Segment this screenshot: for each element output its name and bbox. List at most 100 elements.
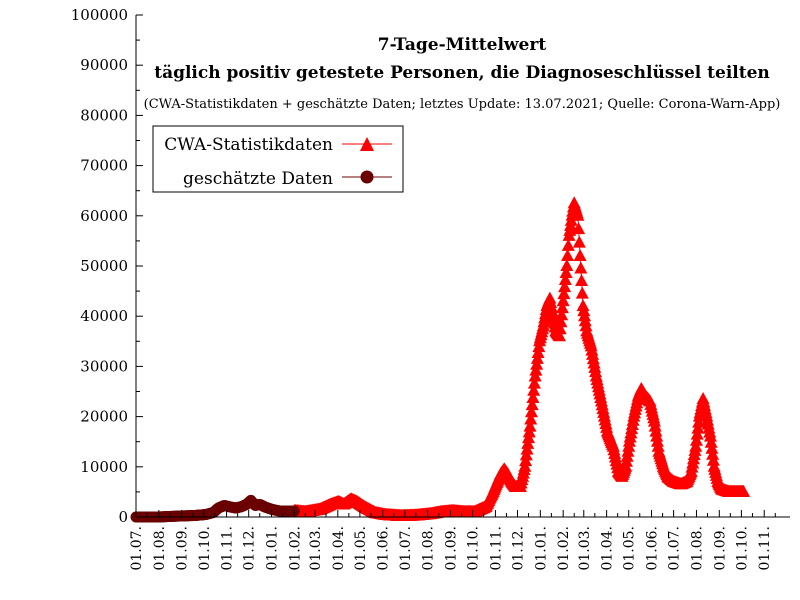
data-point-triangle bbox=[737, 484, 751, 497]
x-tick-label: 01.04. bbox=[331, 526, 347, 571]
data-point-triangle bbox=[526, 390, 540, 403]
x-tick-label: 01.12. bbox=[242, 526, 258, 571]
x-tick-label: 01.08. bbox=[421, 526, 437, 571]
data-point-triangle bbox=[689, 439, 703, 452]
x-tick-label: 01.11. bbox=[488, 526, 504, 571]
data-point-triangle bbox=[650, 429, 664, 442]
x-tick-label: 01.03. bbox=[308, 526, 324, 571]
y-tick-label: 100000 bbox=[71, 6, 128, 24]
legend: CWA-Statistikdaten geschätzte Daten bbox=[152, 125, 404, 193]
x-tick-label: 01.07. bbox=[667, 526, 683, 571]
data-point-triangle bbox=[572, 235, 586, 248]
legend-circle-icon bbox=[360, 170, 374, 184]
data-point-triangle bbox=[574, 261, 588, 274]
data-point-triangle bbox=[690, 427, 704, 440]
data-point-triangle bbox=[578, 309, 592, 322]
chart-title: 7-Tage-Mittelwert bbox=[378, 35, 547, 55]
x-tick-label: 01.10. bbox=[197, 526, 213, 571]
legend-label-estimated: geschätzte Daten bbox=[183, 169, 333, 189]
data-point-triangle bbox=[703, 429, 717, 442]
data-point-triangle bbox=[649, 424, 663, 437]
data-point-triangle bbox=[572, 222, 586, 235]
data-point-triangle bbox=[571, 208, 585, 221]
data-point-triangle bbox=[524, 405, 538, 418]
y-tick-label: 20000 bbox=[80, 408, 128, 426]
data-point-triangle bbox=[575, 274, 589, 287]
legend-box bbox=[152, 125, 404, 193]
legend-label-cwa: CWA-Statistikdaten bbox=[164, 135, 333, 155]
x-tick-label: 01.11. bbox=[757, 526, 773, 571]
y-tick-label: 0 bbox=[118, 508, 128, 526]
x-tick-label: 01.01. bbox=[533, 526, 549, 571]
data-point-triangle bbox=[704, 435, 718, 448]
x-tick-label: 01.07. bbox=[398, 526, 414, 571]
x-tick-label: 01.02. bbox=[556, 526, 572, 571]
data-point-triangle bbox=[706, 453, 720, 466]
plot-background bbox=[136, 15, 790, 517]
data-point-triangle bbox=[558, 273, 572, 286]
x-tick-label: 01.03. bbox=[577, 526, 593, 571]
data-point-triangle bbox=[689, 433, 703, 446]
x-tick-label: 01.02. bbox=[287, 526, 303, 571]
data-point-triangle bbox=[560, 259, 574, 271]
data-point-triangle bbox=[647, 414, 661, 427]
data-point-triangle bbox=[527, 383, 541, 396]
data-point-triangle bbox=[561, 238, 575, 251]
x-tick-label: 01.04. bbox=[600, 526, 616, 571]
data-point-triangle bbox=[705, 441, 719, 454]
data-point-triangle bbox=[553, 322, 567, 335]
data-point-triangle bbox=[557, 287, 571, 300]
data-point-triangle bbox=[650, 434, 664, 447]
x-tick-label: 01.06. bbox=[376, 526, 392, 571]
x-tick-label: 01.09. bbox=[175, 526, 191, 571]
data-point-triangle bbox=[552, 329, 566, 342]
x-tick-label: 01.01. bbox=[265, 526, 281, 571]
x-tick-label: 01.07. bbox=[129, 526, 145, 571]
y-tick-label: 60000 bbox=[80, 207, 128, 225]
data-point-triangle bbox=[556, 294, 570, 307]
x-tick-label: 01.08. bbox=[689, 526, 705, 571]
data-point-triangle bbox=[651, 439, 665, 452]
data-point-triangle bbox=[558, 280, 572, 293]
x-tick-label: 01.09. bbox=[712, 526, 728, 571]
data-point-triangle bbox=[648, 419, 662, 432]
y-tick-label: 50000 bbox=[80, 257, 128, 275]
x-tick-label: 01.10. bbox=[466, 526, 482, 571]
x-tick-label: 01.06. bbox=[645, 526, 661, 571]
data-point-triangle bbox=[525, 398, 539, 411]
series-estimated bbox=[130, 494, 300, 523]
data-point-triangle bbox=[555, 308, 569, 321]
data-point-triangle bbox=[579, 319, 593, 332]
y-tick-label: 40000 bbox=[80, 307, 128, 325]
x-tick-label: 01.11. bbox=[220, 526, 236, 571]
x-tick-label: 01.08. bbox=[152, 526, 168, 571]
plot-area bbox=[136, 15, 790, 517]
y-tick-label: 10000 bbox=[80, 458, 128, 476]
data-point-triangle bbox=[527, 376, 541, 389]
y-tick-label: 90000 bbox=[80, 56, 128, 74]
x-tick-label: 01.05. bbox=[353, 526, 369, 571]
x-tick-label: 01.09. bbox=[443, 526, 459, 571]
chart-caption: (CWA-Statistikdaten + geschätzte Daten; … bbox=[144, 97, 781, 112]
axes-layer: 0 10000 20000 30000 40000 50000 60000 70000 8000… bbox=[71, 6, 790, 571]
data-point-triangle bbox=[578, 314, 592, 327]
data-point-triangle bbox=[691, 421, 705, 434]
data-point-triangle bbox=[575, 286, 589, 299]
x-tick-label: 01.12. bbox=[511, 526, 527, 571]
chart-subtitle: täglich positiv getestete Personen, die … bbox=[154, 63, 770, 83]
x-tick-label: 01.10. bbox=[734, 526, 750, 571]
y-tick-label: 30000 bbox=[80, 357, 128, 375]
data-point-triangle bbox=[561, 248, 575, 261]
x-tick-label: 01.05. bbox=[622, 526, 638, 571]
data-point-triangle bbox=[577, 304, 591, 317]
data-point-triangle bbox=[524, 412, 538, 425]
legend-triangle-icon bbox=[360, 137, 374, 151]
data-point-triangle bbox=[555, 301, 569, 314]
data-point-triangle bbox=[559, 266, 573, 279]
data-point-triangle bbox=[523, 419, 537, 432]
data-point-triangle bbox=[554, 315, 568, 328]
y-tick-label: 80000 bbox=[80, 106, 128, 124]
data-point-triangle bbox=[573, 248, 587, 261]
